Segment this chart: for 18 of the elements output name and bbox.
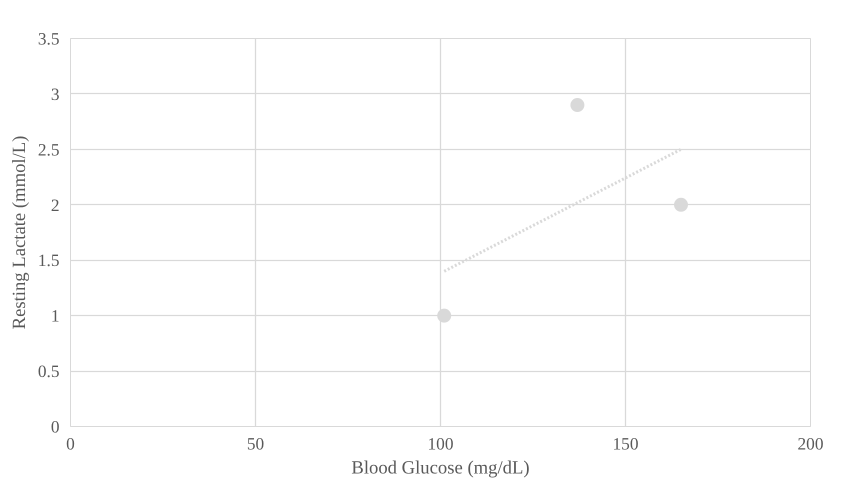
- x-tick-label: 100: [428, 434, 454, 454]
- x-axis-title: Blood Glucose (mg/dL): [351, 458, 530, 478]
- point: [437, 308, 452, 323]
- x-tick-label: 200: [798, 434, 824, 454]
- x-tick-label: 50: [246, 434, 264, 454]
- x-tick-label: 150: [612, 434, 639, 454]
- point: [570, 98, 584, 112]
- y-tick-label: 1.5: [38, 251, 60, 270]
- point: [674, 198, 688, 212]
- y-tick-label: 3: [50, 84, 60, 104]
- y-tick-label: 0: [50, 418, 60, 436]
- y-tick-label: 2: [50, 196, 60, 215]
- x-tick-label: 0: [66, 434, 75, 454]
- y-tick-label: 0.5: [38, 362, 60, 382]
- y-axis-title: Resting Lactate (mmol/L): [8, 136, 30, 330]
- y-tick-label: 2.5: [38, 140, 60, 160]
- y-tick-label: 1: [50, 306, 60, 326]
- y-tick-label: 3.5: [38, 30, 60, 48]
